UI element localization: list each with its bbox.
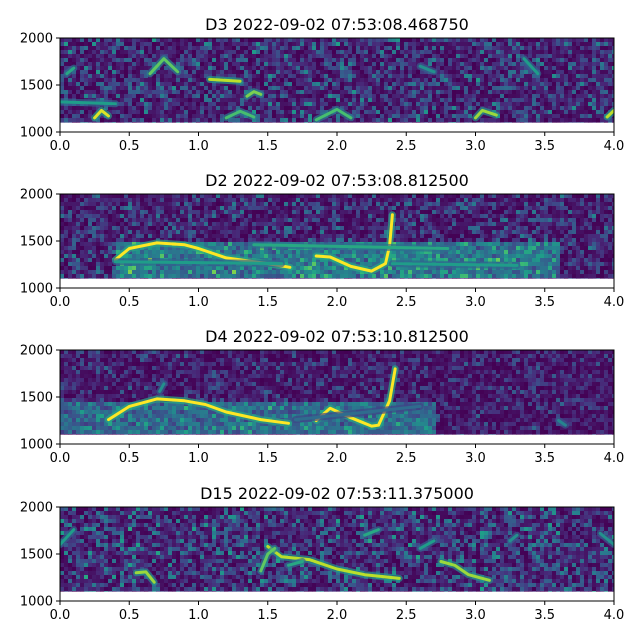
y-tick-label: 1500	[20, 79, 53, 94]
trace-8	[60, 528, 76, 547]
spectrogram-image	[60, 194, 614, 279]
trace-2	[148, 57, 180, 76]
y-tick-label: 1000	[20, 595, 53, 610]
x-tick-label: 2.0	[327, 139, 348, 154]
trace-8	[605, 108, 614, 119]
trace-6	[363, 528, 380, 537]
x-tick-label: 2.5	[396, 295, 417, 310]
trace-1	[266, 545, 401, 580]
x-tick-label: 3.5	[534, 608, 555, 623]
trace-10	[65, 66, 76, 76]
x-tick-label: 0.5	[119, 608, 140, 623]
trace-5	[390, 262, 519, 267]
x-tick-label: 2.0	[327, 295, 348, 310]
trace-1	[107, 397, 290, 425]
y-tick-label: 2000	[20, 32, 53, 47]
trace-3	[259, 546, 277, 573]
x-tick-label: 4.0	[604, 139, 625, 154]
spectrogram-panel-3: D4 2022-09-02 07:53:10.812500 0.0 0.5 1.0 1.…	[20, 327, 624, 466]
panel-title: D15 2022-09-02 07:53:11.375000	[200, 484, 474, 503]
x-tick-label: 2.0	[327, 608, 348, 623]
y-tick-label: 1000	[20, 126, 53, 141]
x-tick-label: 2.5	[396, 139, 417, 154]
x-tick-label: 0.0	[50, 139, 71, 154]
x-tick-label: 4.0	[604, 608, 625, 623]
x-tick-label: 4.0	[604, 295, 625, 310]
x-tick-label: 2.5	[396, 451, 417, 466]
x-tick-label: 3.5	[534, 139, 555, 154]
panel-title: D3 2022-09-02 07:53:08.468750	[205, 15, 469, 34]
x-tick-label: 0.5	[119, 451, 140, 466]
spectrogram-image	[60, 38, 614, 123]
trace-3	[208, 77, 242, 83]
y-tick-label: 1500	[20, 235, 53, 250]
x-tick-label: 1.5	[257, 295, 278, 310]
trace-9	[598, 531, 614, 547]
x-tick-label: 3.0	[465, 295, 486, 310]
x-tick-label: 3.5	[534, 451, 555, 466]
x-tick-label: 3.0	[465, 608, 486, 623]
trace-1	[93, 108, 110, 120]
panel-title: D4 2022-09-02 07:53:10.812500	[205, 327, 469, 346]
y-tick-label: 2000	[20, 344, 53, 359]
panel-title: D2 2022-09-02 07:53:08.812500	[205, 171, 469, 190]
x-tick-label: 0.0	[50, 608, 71, 623]
trace-4	[252, 243, 450, 250]
x-tick-label: 2.0	[327, 451, 348, 466]
x-tick-label: 1.0	[188, 451, 209, 466]
spectrogram-image	[60, 507, 614, 592]
x-tick-label: 1.0	[188, 139, 209, 154]
x-tick-label: 1.0	[188, 608, 209, 623]
x-tick-label: 1.5	[257, 451, 278, 466]
spectrogram-image	[60, 350, 614, 435]
trace-2	[134, 570, 156, 584]
y-tick-label: 1500	[20, 391, 53, 406]
trace-7	[474, 108, 498, 120]
trace-7	[418, 539, 436, 550]
trace-5	[224, 109, 256, 120]
spectrogram-panel-2: D2 2022-09-02 07:53:08.812500 0.0 0.5 1.0 1.…	[20, 171, 624, 310]
x-tick-label: 0.5	[119, 295, 140, 310]
x-tick-label: 2.5	[396, 608, 417, 623]
x-tick-label: 3.5	[534, 295, 555, 310]
trace-5	[287, 560, 304, 567]
y-tick-label: 1000	[20, 282, 53, 297]
x-tick-label: 3.0	[465, 451, 486, 466]
trace-2	[314, 367, 397, 428]
trace-6	[314, 107, 353, 122]
trace-5	[557, 419, 567, 427]
trace-4	[293, 404, 422, 422]
trace-11	[418, 64, 436, 74]
x-tick-label: 3.0	[465, 139, 486, 154]
x-tick-label: 0.5	[119, 139, 140, 154]
spectrogram-panel-4: D15 2022-09-02 07:53:11.375000 0.0 0.5 1.0 1…	[20, 484, 624, 623]
x-tick-label: 1.5	[257, 139, 278, 154]
trace-3	[158, 382, 166, 393]
x-tick-label: 1.0	[188, 295, 209, 310]
trace-12	[522, 57, 540, 76]
trace-4	[245, 90, 263, 98]
trace-9	[60, 100, 117, 106]
y-tick-label: 1500	[20, 548, 53, 563]
x-tick-label: 4.0	[604, 451, 625, 466]
y-tick-label: 2000	[20, 188, 53, 203]
x-tick-label: 1.5	[257, 608, 278, 623]
trace-4	[439, 560, 491, 582]
spectrogram-panel-1: D3 2022-09-02 07:53:08.468750 0.0 0.5 1.0 1.…	[20, 15, 624, 154]
y-tick-label: 1000	[20, 438, 53, 453]
trace-3	[113, 260, 284, 266]
y-tick-label: 2000	[20, 501, 53, 516]
x-tick-label: 0.0	[50, 451, 71, 466]
trace-10	[508, 533, 519, 543]
x-tick-label: 0.0	[50, 295, 71, 310]
